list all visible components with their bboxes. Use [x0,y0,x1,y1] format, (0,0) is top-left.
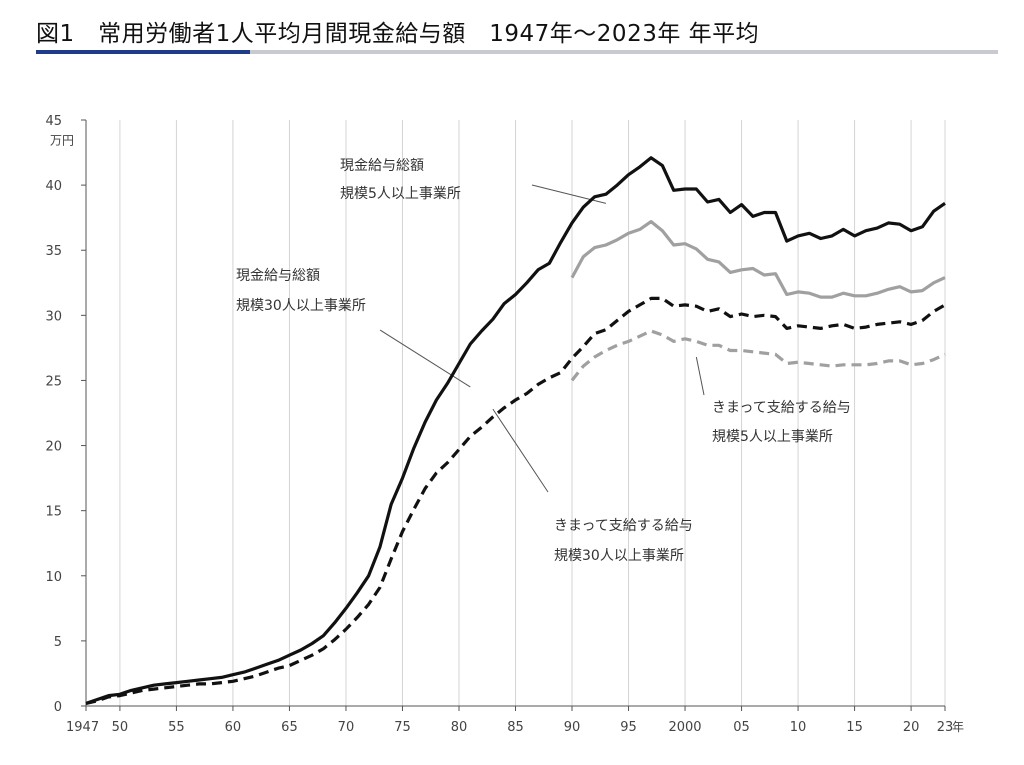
x-tick-label: 65 [281,720,298,735]
annotation-text: きまって支給する給与 [712,400,851,416]
x-tick-label: 95 [620,720,637,735]
x-tick-label: 60 [225,720,242,735]
annotation-leader [379,329,471,388]
y-tick-label: 40 [45,179,62,194]
x-tick-label: 50 [112,720,129,735]
annotation-text: 現金給与総額 [340,158,424,174]
x-tick-label: 20 [903,720,920,735]
x-axis-unit: 年 [952,720,964,734]
annotation-text: 規模30人以上事業所 [236,298,366,314]
x-tick-label: 10 [790,720,807,735]
annotation-leader [492,408,549,493]
x-tick-label: 1947 [66,720,99,735]
x-tick-label: 2000 [668,720,701,735]
annotation-text: きまって支給する給与 [554,518,693,534]
annotation-text: 規模5人以上事業所 [340,186,461,202]
x-tick-label: 90 [564,720,581,735]
annotation-text: 規模30人以上事業所 [554,548,684,564]
x-tick-label: 15 [846,720,863,735]
x-tick-label: 70 [338,720,355,735]
chart-title: 図1 常用労働者1人平均月間現金給与額 1947年～2023年 年平均 [36,21,760,47]
title-underline [36,50,998,54]
series-line-contract5 [570,329,946,382]
y-tick-label: 20 [45,440,62,455]
annotation-text: 規模5人以上事業所 [712,429,833,445]
x-tick-label: 55 [168,720,185,735]
x-tick-label: 23 [937,720,954,735]
title-underline-accent [36,50,250,54]
annotation-text: 現金給与総額 [236,268,320,284]
annotation-leader [531,184,607,204]
annotation-leader [695,356,705,396]
y-tick-label: 45 [45,114,62,129]
x-tick-label: 80 [451,720,468,735]
y-tick-label: 10 [45,570,62,585]
y-tick-label: 35 [45,244,62,259]
x-tick-label: 05 [733,720,750,735]
x-tick-label: 85 [507,720,524,735]
y-tick-label: 15 [45,505,62,520]
series-line-total30 [85,156,946,705]
series-line-contract30 [85,296,946,705]
series-line-total5 [570,220,946,299]
y-tick-label: 5 [54,635,62,650]
y-tick-label: 0 [54,700,62,715]
y-tick-label: 30 [45,309,62,324]
y-axis-unit: 万円 [50,134,74,148]
x-tick-label: 75 [394,720,411,735]
y-tick-label: 25 [45,374,62,389]
